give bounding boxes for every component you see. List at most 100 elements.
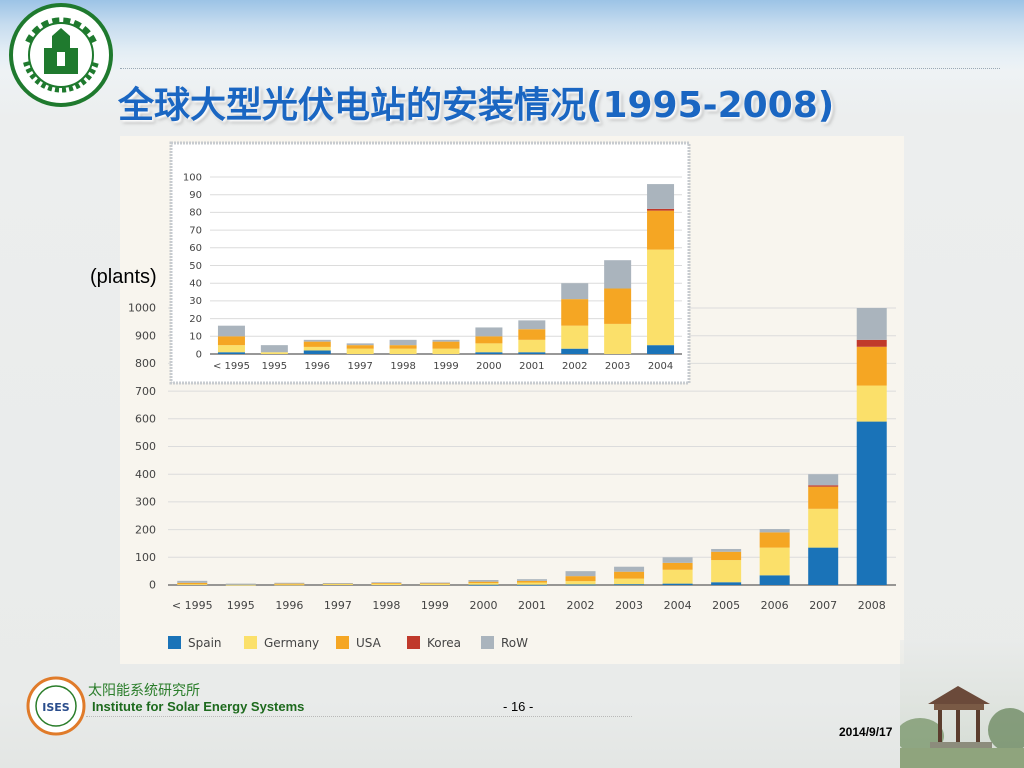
inset-x-tick-label: < 1995: [213, 361, 250, 372]
inset-bar-usa: [475, 336, 503, 344]
inset-bar-germany: [604, 323, 632, 354]
ises-logo: ISES: [26, 676, 86, 736]
main-bar-usa: [468, 581, 499, 584]
inset-y-tick-label: 60: [189, 243, 202, 254]
inset-bar-usa: [518, 329, 546, 340]
footer-divider: [86, 716, 632, 717]
main-bar-germany: [274, 584, 305, 586]
slide-date: 2014/9/17: [839, 725, 893, 739]
main-y-tick-label: 100: [135, 551, 156, 564]
inset-bar-spain: [647, 345, 675, 354]
main-bar-usa: [808, 486, 839, 509]
main-bar-row: [856, 308, 887, 340]
main-y-tick-label: 600: [135, 412, 156, 425]
inset-bar-korea: [647, 208, 675, 211]
main-bar-germany: [322, 583, 353, 585]
inset-y-tick-label: 50: [189, 261, 202, 272]
inset-y-tick-label: 90: [189, 190, 202, 201]
inset-bar-germany: [389, 348, 417, 354]
main-bar-usa: [565, 576, 596, 582]
legend-swatch-germany: [244, 636, 257, 649]
main-bar-usa: [662, 562, 693, 570]
main-x-tick-label: 2001: [518, 599, 546, 612]
inset-y-tick-label: 10: [189, 332, 202, 343]
ises-logo-text: ISES: [42, 701, 70, 714]
inset-y-tick-label: 20: [189, 314, 202, 325]
main-bar-row: [565, 571, 596, 577]
inset-bar-usa: [303, 341, 331, 347]
main-y-tick-label: 0: [149, 579, 156, 592]
inset-frame: [169, 141, 691, 385]
main-bar-usa: [371, 583, 402, 584]
inset-x-tick-label: 2001: [519, 361, 544, 372]
inset-bar-germany: [561, 325, 589, 349]
inset-y-tick-label: 80: [189, 208, 202, 219]
inset-bar-germany: [647, 249, 675, 346]
inset-x-tick-label: 1997: [347, 361, 372, 372]
inset-bar-spain: [303, 350, 331, 354]
main-bar-germany: [468, 583, 499, 585]
main-y-tick-label: 700: [135, 385, 156, 398]
legend-swatch-row: [481, 636, 494, 649]
main-y-tick-label: 400: [135, 468, 156, 481]
inset-bar-row: [389, 339, 417, 346]
main-bar-row: [614, 566, 645, 572]
header-divider: [120, 68, 1000, 69]
inset-x-tick-label: 1996: [305, 361, 330, 372]
inset-bar-row: [432, 339, 460, 342]
legend-swatch-spain: [168, 636, 181, 649]
main-bar-usa: [274, 583, 305, 585]
inset-bar-germany: [303, 346, 331, 351]
legend-swatch-usa: [336, 636, 349, 649]
main-x-tick-label: 1997: [324, 599, 352, 612]
inset-x-tick-label: 2004: [648, 361, 673, 372]
inset-x-tick-label: 1998: [390, 361, 415, 372]
main-bar-germany: [371, 583, 402, 585]
main-x-tick-label: 2007: [809, 599, 837, 612]
main-bar-korea: [808, 485, 839, 487]
inset-y-tick-label: 0: [196, 349, 202, 360]
inset-bar-germany: [260, 352, 288, 354]
main-x-tick-label: 1996: [275, 599, 303, 612]
main-x-tick-label: < 1995: [172, 599, 213, 612]
main-bar-usa: [856, 346, 887, 386]
main-x-tick-label: 2006: [761, 599, 789, 612]
main-bar-row: [711, 548, 742, 552]
main-bar-usa: [614, 571, 645, 579]
inset-x-tick-label: 1999: [433, 361, 458, 372]
inset-y-tick-label: 70: [189, 225, 202, 236]
legend-label-korea: Korea: [427, 636, 461, 650]
main-bar-row: [419, 582, 450, 584]
inset-bar-usa: [389, 345, 417, 349]
main-bar-row: [177, 580, 208, 583]
main-bar-spain: [614, 584, 645, 585]
inset-bar-usa: [346, 345, 374, 349]
legend-swatch-korea: [407, 636, 420, 649]
main-bar-germany: [177, 584, 208, 585]
inset-bar-germany: [217, 345, 245, 353]
inset-bar-row: [217, 325, 245, 337]
main-y-tick-label: 200: [135, 523, 156, 536]
main-x-tick-label: 2008: [858, 599, 886, 612]
inset-bar-usa: [432, 341, 460, 349]
legend-label-spain: Spain: [188, 636, 222, 650]
inset-x-tick-label: 1995: [262, 361, 287, 372]
main-bar-spain: [468, 584, 499, 586]
main-bar-germany: [614, 578, 645, 585]
header-band: [0, 0, 1024, 70]
institute-name-en: Institute for Solar Energy Systems: [92, 699, 305, 714]
main-bar-row: [517, 579, 547, 581]
inset-x-tick-label: 2002: [562, 361, 587, 372]
inset-y-tick-label: 40: [189, 279, 202, 290]
main-bar-spain: [711, 582, 742, 585]
main-x-tick-label: 1999: [421, 599, 449, 612]
unit-label: (plants): [90, 266, 157, 288]
main-bar-usa: [517, 580, 547, 583]
main-bar-row: [468, 580, 499, 582]
inset-bar-row: [647, 184, 675, 209]
slide-title: 全球大型光伏电站的安装情况(1995-2008): [118, 85, 835, 126]
inset-bar-usa: [561, 299, 589, 326]
sun-yat-sen-university-logo: [9, 3, 113, 107]
main-bar-spain: [759, 575, 790, 585]
